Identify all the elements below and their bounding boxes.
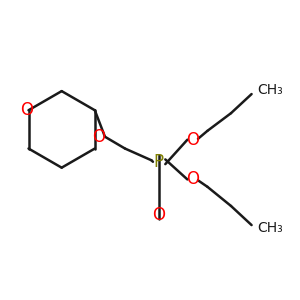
Text: P: P (154, 153, 164, 171)
Text: O: O (186, 170, 199, 188)
Text: CH₃: CH₃ (257, 82, 283, 97)
Text: O: O (152, 206, 165, 224)
Text: O: O (20, 101, 34, 119)
Text: CH₃: CH₃ (257, 221, 283, 235)
Text: O: O (92, 128, 105, 146)
Text: O: O (186, 131, 199, 149)
